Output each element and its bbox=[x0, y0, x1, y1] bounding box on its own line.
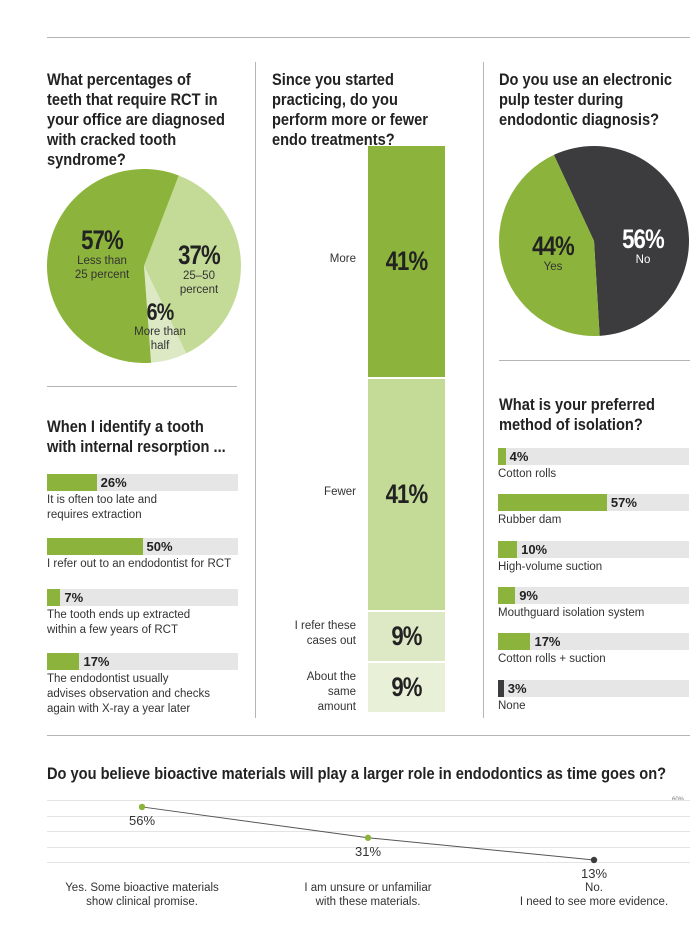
q6-title: Do you believe bioactive materials will … bbox=[47, 764, 667, 783]
q1-slice-25-50 bbox=[144, 175, 241, 354]
q4-bar-fill-0 bbox=[47, 474, 97, 491]
q2-segment-pct-0: 41% bbox=[385, 246, 429, 277]
q3-pct-0: 44% bbox=[532, 231, 575, 261]
column-divider-right bbox=[483, 62, 484, 718]
q2-segment-label-2: I refer these cases out bbox=[294, 620, 356, 648]
q5-bar-track-4: 17% bbox=[498, 633, 689, 650]
q3-pie-chart bbox=[498, 146, 689, 336]
q5-bar-track-5: 3% bbox=[498, 680, 689, 697]
q4-title: When I identify a tooth with internal re… bbox=[47, 417, 226, 456]
q5-bar-fill-5 bbox=[498, 680, 504, 697]
q3-desc-0: Yes bbox=[543, 261, 563, 273]
q5-bar-desc-1: Rubber dam bbox=[498, 514, 562, 526]
q1-desc-2: More than half bbox=[134, 326, 186, 352]
bottom-section-rule bbox=[47, 735, 690, 736]
q2-segment-label-1: Fewer bbox=[324, 485, 356, 498]
q5-bar-desc-5: None bbox=[498, 700, 526, 712]
q4-bar-track-2: 7% bbox=[47, 589, 238, 606]
q4-bar-desc-0: It is often too late and requires extract… bbox=[47, 494, 157, 521]
q1-desc-1: 25–50 percent bbox=[179, 270, 219, 296]
q4-bar-desc-2: The tooth ends up extracted within a few … bbox=[47, 609, 191, 636]
q3-title: Do you use an electronic pulp tester dur… bbox=[499, 70, 673, 129]
q2-segment-label-3: About the same amount bbox=[306, 671, 356, 714]
q4-bar-desc-1: I refer out to an endodontist for RCT bbox=[47, 558, 232, 570]
q4-bar-pct-0: 26% bbox=[100, 475, 127, 490]
q4-bar-fill-3 bbox=[47, 653, 80, 670]
q1-slice-label-0: 57% Less than 25 percent bbox=[62, 226, 142, 282]
q5-bar-fill-4 bbox=[498, 633, 531, 650]
q1-slice-more-than-half bbox=[144, 266, 187, 363]
q4-bar-pct-3: 17% bbox=[83, 654, 110, 669]
q6-point-label-0: 56% bbox=[128, 812, 156, 828]
q6-line-chart bbox=[47, 800, 690, 864]
q6-point-1 bbox=[364, 834, 372, 841]
q3-bottom-rule bbox=[499, 360, 690, 361]
top-rule bbox=[47, 37, 690, 38]
q4-bar-fill-2 bbox=[47, 589, 61, 606]
q5-bar-track-2: 10% bbox=[498, 541, 689, 558]
q4-bar-pct-1: 50% bbox=[146, 539, 173, 554]
q2-segment-3: 9% bbox=[368, 662, 445, 712]
q3-desc-1: No bbox=[635, 254, 651, 266]
q4-bar-desc-3: The endodontist usually advises observati… bbox=[47, 673, 211, 715]
q1-slice-less-than-25 bbox=[46, 168, 179, 363]
q3-pct-1: 56% bbox=[622, 224, 665, 254]
q5-bar-pct-5: 3% bbox=[507, 681, 527, 696]
q1-bottom-rule bbox=[47, 386, 237, 387]
q5-bar-desc-3: Mouthguard isolation system bbox=[498, 607, 645, 619]
q2-segment-1: 41% bbox=[368, 378, 445, 610]
q1-slice-label-2: 6% More than half bbox=[124, 300, 196, 353]
q1-slice-label-1: 37% 25–50 percent bbox=[164, 241, 234, 297]
q5-bar-fill-2 bbox=[498, 541, 518, 558]
q5-bar-track-0: 4% bbox=[498, 448, 689, 465]
q6-category-2: No. I need to see more evidence. bbox=[519, 882, 669, 908]
q2-segment-2: 9% bbox=[368, 611, 445, 661]
q1-pct-0: 57% bbox=[81, 225, 124, 255]
q2-title: Since you started practicing, do you per… bbox=[272, 70, 428, 149]
q2-segment-label-0: More bbox=[329, 252, 356, 265]
q5-bar-pct-2: 10% bbox=[521, 542, 548, 557]
q6-point-2 bbox=[590, 856, 598, 864]
q5-bar-pct-4: 17% bbox=[534, 634, 561, 649]
q1-pct-2: 6% bbox=[146, 299, 175, 326]
q6-point-label-1: 31% bbox=[354, 843, 382, 859]
q6-point-label-2: 13% bbox=[580, 865, 608, 881]
q1-pct-1: 37% bbox=[178, 240, 221, 270]
q3-slice-yes bbox=[498, 154, 600, 336]
q3-slice-label-0: 44% Yes bbox=[518, 232, 588, 274]
q2-segment-pct-2: 9% bbox=[391, 621, 422, 652]
q5-bar-fill-0 bbox=[498, 448, 506, 465]
q1-pie-chart bbox=[46, 168, 241, 363]
q6-category-1: I am unsure or unfamiliar with these mate… bbox=[304, 882, 432, 908]
q4-bar-track-3: 17% bbox=[47, 653, 238, 670]
q4-bar-track-1: 50% bbox=[47, 538, 238, 555]
q4-bar-pct-2: 7% bbox=[64, 590, 84, 605]
q5-bar-pct-0: 4% bbox=[509, 449, 529, 464]
q5-bar-pct-1: 57% bbox=[610, 495, 637, 510]
q2-segment-0: 41% bbox=[368, 146, 445, 377]
q1-desc-0: Less than 25 percent bbox=[74, 255, 130, 281]
q5-bar-pct-3: 9% bbox=[519, 588, 538, 603]
q5-bar-fill-3 bbox=[498, 587, 516, 604]
q6-category-0: Yes. Some bioactive materials show clinic… bbox=[65, 882, 219, 908]
q5-bar-desc-0: Cotton rolls bbox=[498, 468, 557, 480]
q4-bar-track-0: 26% bbox=[47, 474, 238, 491]
q2-segment-pct-1: 41% bbox=[385, 479, 429, 510]
q5-bar-desc-2: High-volume suction bbox=[498, 561, 603, 573]
q5-bar-desc-4: Cotton rolls + suction bbox=[498, 653, 606, 665]
q6-point-0 bbox=[138, 803, 146, 811]
column-divider-left bbox=[255, 62, 256, 718]
q5-bar-track-1: 57% bbox=[498, 494, 689, 511]
q3-slice-label-1: 56% No bbox=[608, 225, 678, 267]
q5-title: What is your preferred method of isolati… bbox=[499, 395, 655, 434]
q4-bar-fill-1 bbox=[47, 538, 143, 555]
q2-segment-pct-3: 9% bbox=[391, 672, 422, 703]
q3-slice-no bbox=[553, 146, 689, 336]
q5-bar-fill-1 bbox=[498, 494, 607, 511]
q5-bar-track-3: 9% bbox=[498, 587, 689, 604]
q1-title: What percentages of teeth that require R… bbox=[47, 70, 225, 169]
